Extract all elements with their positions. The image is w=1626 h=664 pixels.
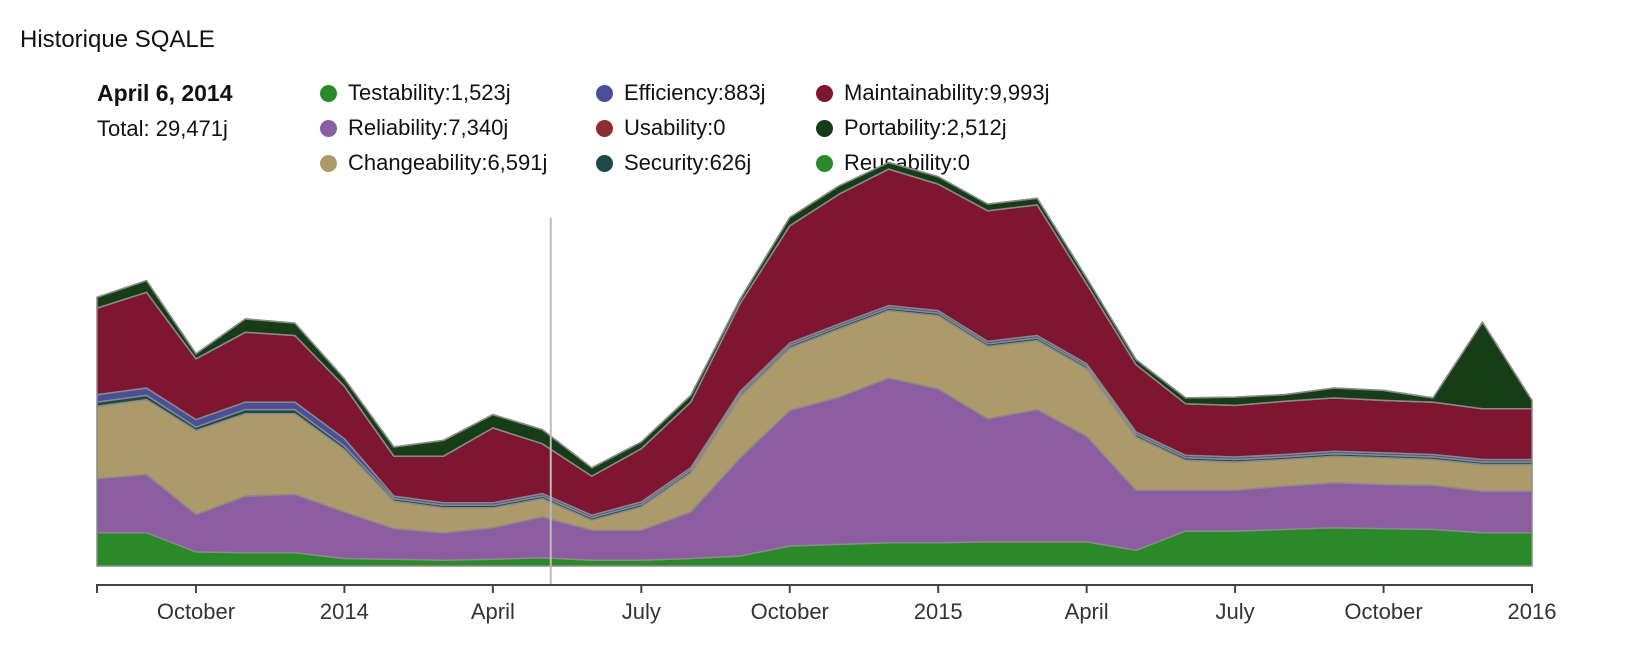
legend-item-reusability: Reusability0	[816, 150, 970, 176]
legend-label: Reliability	[348, 115, 448, 141]
legend-label: Testability	[348, 80, 451, 106]
reusability-dot-icon	[816, 154, 833, 172]
x-tick-label: April	[471, 599, 515, 624]
maintainability-dot-icon	[816, 84, 833, 102]
changeability-dot-icon	[320, 154, 337, 172]
x-tick-label: 2014	[320, 599, 369, 624]
legend-value: 1,523j	[450, 80, 511, 105]
testability-dot-icon	[320, 84, 337, 102]
x-tick-label: April	[1065, 599, 1109, 624]
security-dot-icon	[596, 154, 613, 172]
legend-item-efficiency: Efficiency883j	[596, 80, 765, 106]
x-axis: October 2014 April July October 2015 April July…	[96, 584, 1557, 624]
total-label: Total:	[97, 116, 150, 141]
x-tick-label: July	[1216, 599, 1255, 624]
legend-value: 626j	[709, 150, 752, 175]
x-tick-label: October	[751, 599, 829, 624]
usability-dot-icon	[596, 119, 613, 137]
x-tick-label: July	[622, 599, 661, 624]
legend-label: Maintainability	[844, 80, 990, 106]
portability-dot-icon	[816, 119, 833, 137]
reliability-dot-icon	[320, 119, 337, 137]
x-tick-label: 2015	[914, 599, 963, 624]
legend-item-maintainability: Maintainability9,993j	[816, 80, 1049, 106]
selected-date: April 6, 2014	[97, 80, 233, 106]
x-tick-label: October	[1344, 599, 1422, 624]
legend-value: 6,591j	[487, 150, 548, 175]
area-reusability	[96, 161, 1533, 469]
legend-value: 9,993j	[989, 80, 1050, 105]
legend-item-testability: Testability1,523j	[320, 80, 511, 106]
legend-value: 883j	[723, 80, 766, 105]
legend-item-portability: Portability2,512j	[816, 115, 1007, 141]
legend-value: 7,340j	[448, 115, 509, 140]
legend-item-usability: Usability0	[596, 115, 726, 141]
widget-title: Historique SQALE	[20, 26, 215, 53]
x-axis-line	[96, 584, 1533, 593]
x-tick-label: October	[157, 599, 235, 624]
legend-value: 2,512j	[946, 115, 1007, 140]
legend-label: Changeability	[348, 150, 487, 176]
legend-label: Portability	[844, 115, 947, 141]
legend-label: Usability	[624, 115, 713, 141]
legend-item-changeability: Changeability6,591j	[320, 150, 547, 176]
legend-value: 0	[957, 150, 970, 175]
total-value: 29,471j	[155, 116, 228, 141]
legend-item-reliability: Reliability7,340j	[320, 115, 508, 141]
legend-item-security: Security626j	[596, 150, 751, 176]
total-summary: Total: 29,471j	[97, 116, 228, 142]
legend-label: Efficiency	[624, 80, 724, 106]
x-tick-label: 2016	[1508, 599, 1557, 624]
legend-value: 0	[713, 115, 726, 140]
legend-label: Security	[624, 150, 710, 176]
stacked-areas	[96, 161, 1533, 567]
efficiency-dot-icon	[596, 84, 613, 102]
